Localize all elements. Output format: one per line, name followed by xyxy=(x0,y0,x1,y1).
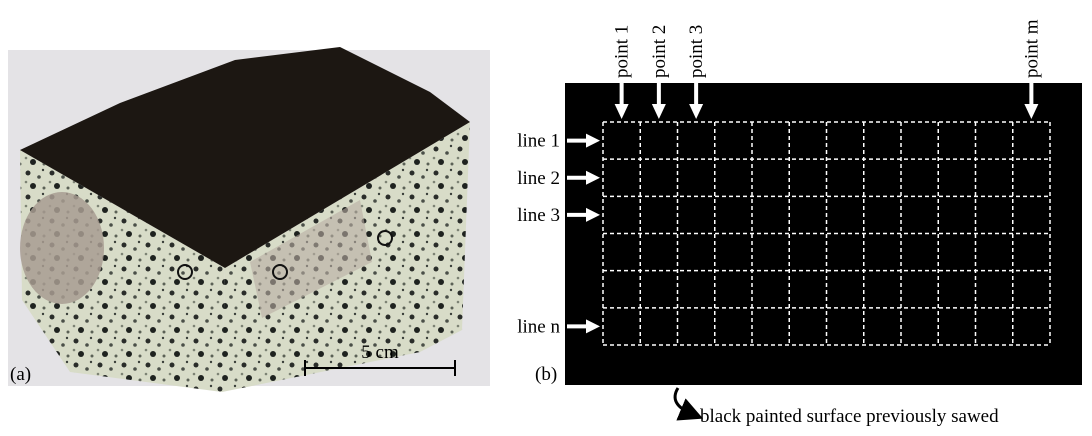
caption: black painted surface previously sawed xyxy=(700,406,999,427)
photo xyxy=(8,47,490,392)
scale-label: 5 cm xyxy=(361,342,399,363)
point-label: point 3 xyxy=(686,25,707,78)
panel-label: (b) xyxy=(535,364,557,385)
panel-label: (a) xyxy=(10,364,31,385)
point-label: point m xyxy=(1021,19,1042,78)
figure: 5 cm (a) (b) point 1 point 2 point 3 point … xyxy=(0,0,1092,436)
point-label: point 2 xyxy=(649,25,670,78)
line-label: line 3 xyxy=(517,205,560,226)
line-label: line 1 xyxy=(517,131,560,152)
point-label: point 1 xyxy=(612,25,633,78)
line-label: line 2 xyxy=(517,168,560,189)
line-label: line n xyxy=(517,316,560,337)
caption-arrow xyxy=(675,388,692,414)
